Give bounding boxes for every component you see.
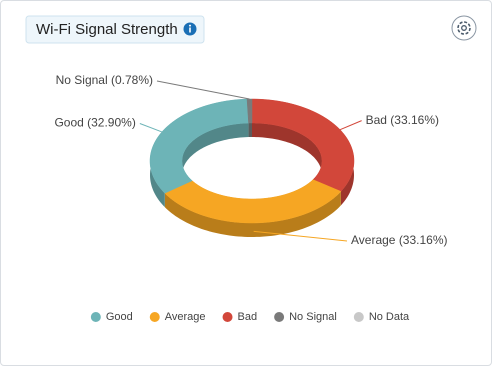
top-faces — [149, 98, 355, 224]
data-label: Good (32.90%) — [54, 116, 135, 130]
legend-label: Average — [165, 311, 206, 323]
legend-swatch — [353, 312, 364, 322]
legend-item[interactable]: No Data — [353, 311, 410, 323]
legend-item[interactable]: Average — [149, 311, 206, 323]
legend-item[interactable]: No Signal — [274, 311, 337, 323]
slice-inner-wall — [252, 123, 322, 194]
leader-line — [339, 120, 362, 131]
data-label: Bad (33.16%) — [366, 113, 439, 127]
slice-outer-wall — [164, 191, 341, 237]
data-label: No Signal (0.78%) — [56, 73, 153, 87]
settings-button[interactable] — [451, 15, 477, 41]
legend-swatch — [274, 312, 285, 322]
info-icon[interactable] — [183, 22, 197, 36]
leader-line — [156, 80, 250, 100]
legend-item[interactable]: Good — [90, 311, 133, 323]
legend-label: No Data — [369, 311, 410, 323]
legend-label: Bad — [238, 311, 258, 323]
legend-label: Good — [106, 311, 133, 323]
slice-inner-wall — [248, 123, 252, 138]
legend: Good Average Bad No Signal No Data — [90, 311, 410, 323]
legend-label: No Signal — [289, 311, 337, 323]
slice-inner-wall — [182, 123, 249, 195]
legend-item[interactable]: Bad — [222, 311, 258, 323]
leader-line — [139, 123, 163, 133]
chart-title: Wi-Fi Signal Strength — [36, 21, 178, 38]
legend-swatch — [90, 312, 101, 322]
data-label: Average (33.16%) — [351, 233, 448, 247]
title-box — [25, 15, 205, 44]
leader-line — [253, 230, 348, 242]
legend-swatch — [222, 312, 233, 322]
legend-swatch — [149, 312, 160, 322]
